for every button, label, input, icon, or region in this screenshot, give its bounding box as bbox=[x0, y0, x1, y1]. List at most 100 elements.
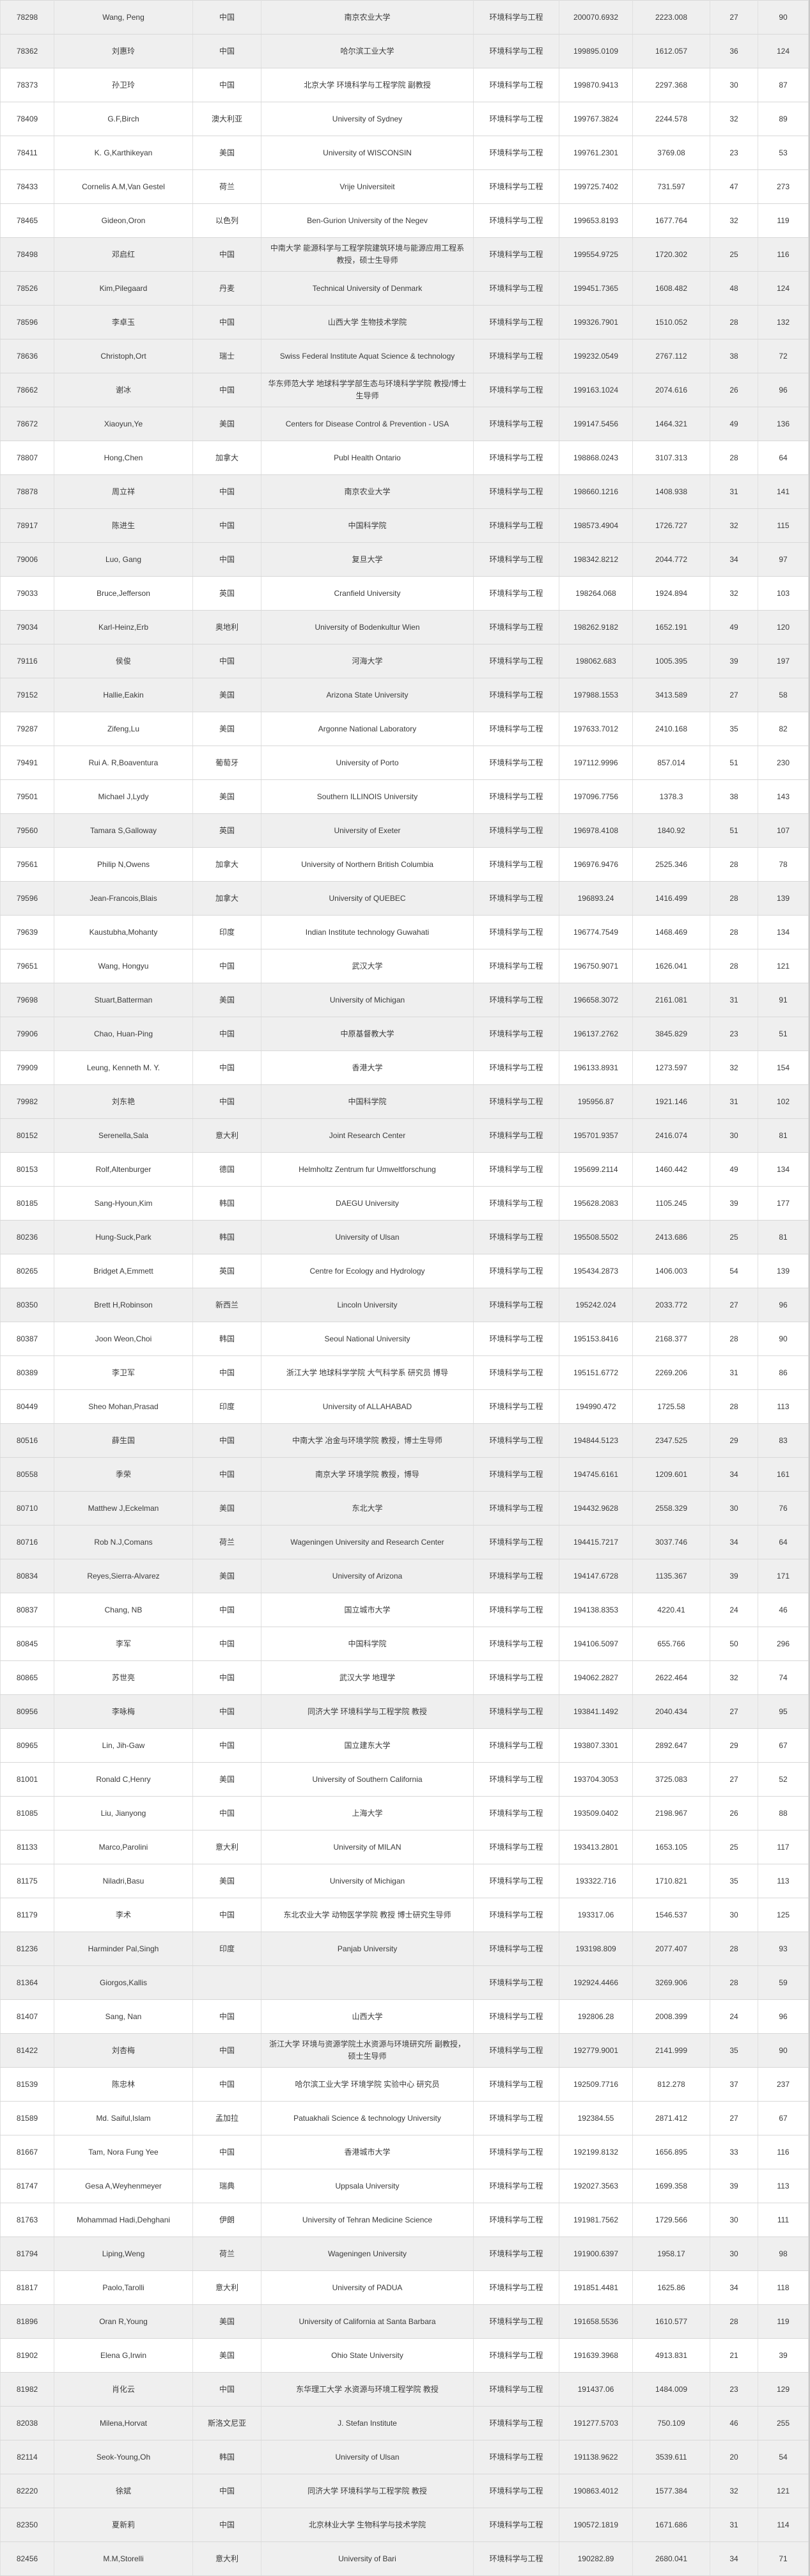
cell-score1: 195508.5502 bbox=[559, 1220, 633, 1254]
cell-count1: 51 bbox=[710, 813, 758, 848]
cell-name: Christoph,Ort bbox=[54, 339, 193, 373]
cell-institution: 香港大学 bbox=[261, 1050, 474, 1085]
cell-id: 79491 bbox=[0, 745, 54, 780]
cell-name: 刘东艳 bbox=[54, 1084, 193, 1119]
cell-score2: 1612.057 bbox=[632, 34, 710, 68]
cell-field: 环境科学与工程 bbox=[473, 1152, 559, 1187]
cell-name: 侯俊 bbox=[54, 644, 193, 678]
cell-name: Ronald C,Henry bbox=[54, 1762, 193, 1797]
table-row: 81794 Liping,Weng 荷兰 Wageningen University 环… bbox=[0, 2236, 809, 2271]
cell-score2: 3413.589 bbox=[632, 678, 710, 712]
page-right-edge bbox=[809, 0, 810, 2576]
cell-institution: 武汉大学 bbox=[261, 949, 474, 983]
cell-score1: 197988.1553 bbox=[559, 678, 633, 712]
cell-score2: 1652.191 bbox=[632, 610, 710, 644]
cell-name: Tamara S,Galloway bbox=[54, 813, 193, 848]
cell-field: 环境科学与工程 bbox=[473, 678, 559, 712]
cell-score1: 197096.7756 bbox=[559, 779, 633, 814]
cell-count1: 32 bbox=[710, 508, 758, 543]
cell-score2: 2410.168 bbox=[632, 712, 710, 746]
cell-score1: 191981.7562 bbox=[559, 2203, 633, 2237]
cell-count2: 116 bbox=[758, 2135, 809, 2169]
cell-institution: University of Tehran Medicine Science bbox=[261, 2203, 474, 2237]
cell-score1: 191138.9622 bbox=[559, 2440, 633, 2474]
cell-country: 英国 bbox=[192, 1254, 261, 1288]
cell-id: 81236 bbox=[0, 1932, 54, 1966]
table-row: 79560 Tamara S,Galloway 英国 University of Ex… bbox=[0, 813, 809, 848]
cell-score1: 193509.0402 bbox=[559, 1796, 633, 1831]
cell-institution: 哈尔滨工业大学 环境学院 实验中心 研究员 bbox=[261, 2067, 474, 2102]
cell-id: 81747 bbox=[0, 2169, 54, 2203]
cell-score1: 194106.5097 bbox=[559, 1627, 633, 1661]
cell-count2: 121 bbox=[758, 2474, 809, 2508]
cell-name: Philip N,Owens bbox=[54, 847, 193, 882]
cell-institution: Cranfield University bbox=[261, 576, 474, 611]
cell-name: 邓启红 bbox=[54, 237, 193, 272]
table-row: 81667 Tam, Nora Fung Yee 中国 香港城市大学 环境科学与工程 19… bbox=[0, 2135, 809, 2169]
cell-count2: 81 bbox=[758, 1220, 809, 1254]
cell-field: 环境科学与工程 bbox=[473, 1932, 559, 1966]
cell-name: Harminder Pal,Singh bbox=[54, 1932, 193, 1966]
cell-count1: 38 bbox=[710, 779, 758, 814]
cell-score1: 191658.5536 bbox=[559, 2304, 633, 2339]
cell-count2: 90 bbox=[758, 2033, 809, 2068]
cell-name: 徐斌 bbox=[54, 2474, 193, 2508]
cell-country bbox=[192, 1965, 261, 2000]
cell-count1: 32 bbox=[710, 1050, 758, 1085]
cell-id: 82220 bbox=[0, 2474, 54, 2508]
cell-name: Tam, Nora Fung Yee bbox=[54, 2135, 193, 2169]
cell-field: 环境科学与工程 bbox=[473, 305, 559, 340]
cell-score2: 1725.58 bbox=[632, 1389, 710, 1424]
cell-id: 81133 bbox=[0, 1830, 54, 1864]
cell-score2: 4220.41 bbox=[632, 1593, 710, 1627]
table-row: 78409 G.F,Birch 澳大利亚 University of Sydney 环境… bbox=[0, 102, 809, 136]
cell-score2: 1699.358 bbox=[632, 2169, 710, 2203]
cell-count2: 83 bbox=[758, 1423, 809, 1458]
cell-field: 环境科学与工程 bbox=[473, 2304, 559, 2339]
cell-country: 新西兰 bbox=[192, 1288, 261, 1322]
cell-name: Chao, Huan-Ping bbox=[54, 1017, 193, 1051]
cell-score2: 3539.611 bbox=[632, 2440, 710, 2474]
cell-count2: 119 bbox=[758, 2304, 809, 2339]
cell-country: 美国 bbox=[192, 1559, 261, 1593]
cell-count1: 28 bbox=[710, 915, 758, 949]
cell-institution: 同济大学 环境科学与工程学院 教授 bbox=[261, 2474, 474, 2508]
cell-institution: University of California at Santa Barbar… bbox=[261, 2304, 474, 2339]
cell-count2: 113 bbox=[758, 2169, 809, 2203]
cell-score2: 1460.442 bbox=[632, 1152, 710, 1187]
table-row: 79982 刘东艳 中国 中国科学院 环境科学与工程 195956.87 1921.146 3… bbox=[0, 1084, 809, 1119]
cell-score1: 195153.8416 bbox=[559, 1322, 633, 1356]
cell-id: 79034 bbox=[0, 610, 54, 644]
cell-institution: 中南大学 能源科学与工程学院建筑环境与能源应用工程系 教授，硕士生导师 bbox=[261, 237, 474, 272]
cell-count2: 95 bbox=[758, 1694, 809, 1729]
cell-id: 81407 bbox=[0, 1999, 54, 2034]
cell-country: 美国 bbox=[192, 1864, 261, 1898]
cell-institution: Lincoln University bbox=[261, 1288, 474, 1322]
cell-field: 环境科学与工程 bbox=[473, 2372, 559, 2407]
cell-institution: 浙江大学 地球科学学院 大气科学系 研究员 博导 bbox=[261, 1355, 474, 1390]
cell-count1: 49 bbox=[710, 610, 758, 644]
cell-field: 环境科学与工程 bbox=[473, 1254, 559, 1288]
cell-count1: 23 bbox=[710, 136, 758, 170]
cell-score1: 191277.5703 bbox=[559, 2406, 633, 2440]
cell-id: 78362 bbox=[0, 34, 54, 68]
cell-score2: 2077.407 bbox=[632, 1932, 710, 1966]
cell-institution: Publ Health Ontario bbox=[261, 441, 474, 475]
table-row: 79116 侯俊 中国 河海大学 环境科学与工程 198062.683 1005.395 39… bbox=[0, 644, 809, 678]
cell-institution: 中南大学 冶金与环境学院 教授，博士生导师 bbox=[261, 1423, 474, 1458]
cell-field: 环境科学与工程 bbox=[473, 1830, 559, 1864]
cell-country: 中国 bbox=[192, 474, 261, 509]
table-row: 81236 Harminder Pal,Singh 印度 Panjab Univers… bbox=[0, 1932, 809, 1966]
cell-count1: 26 bbox=[710, 1796, 758, 1831]
cell-institution: Technical University of Denmark bbox=[261, 271, 474, 306]
cell-country: 加拿大 bbox=[192, 881, 261, 916]
cell-institution: University of WISCONSIN bbox=[261, 136, 474, 170]
cell-score2: 2161.081 bbox=[632, 983, 710, 1017]
cell-institution: 中原基督教大学 bbox=[261, 1017, 474, 1051]
cell-country: 印度 bbox=[192, 915, 261, 949]
cell-country: 英国 bbox=[192, 576, 261, 611]
cell-count2: 115 bbox=[758, 508, 809, 543]
cell-institution: Indian Institute technology Guwahati bbox=[261, 915, 474, 949]
cell-count2: 230 bbox=[758, 745, 809, 780]
cell-count2: 39 bbox=[758, 2338, 809, 2373]
